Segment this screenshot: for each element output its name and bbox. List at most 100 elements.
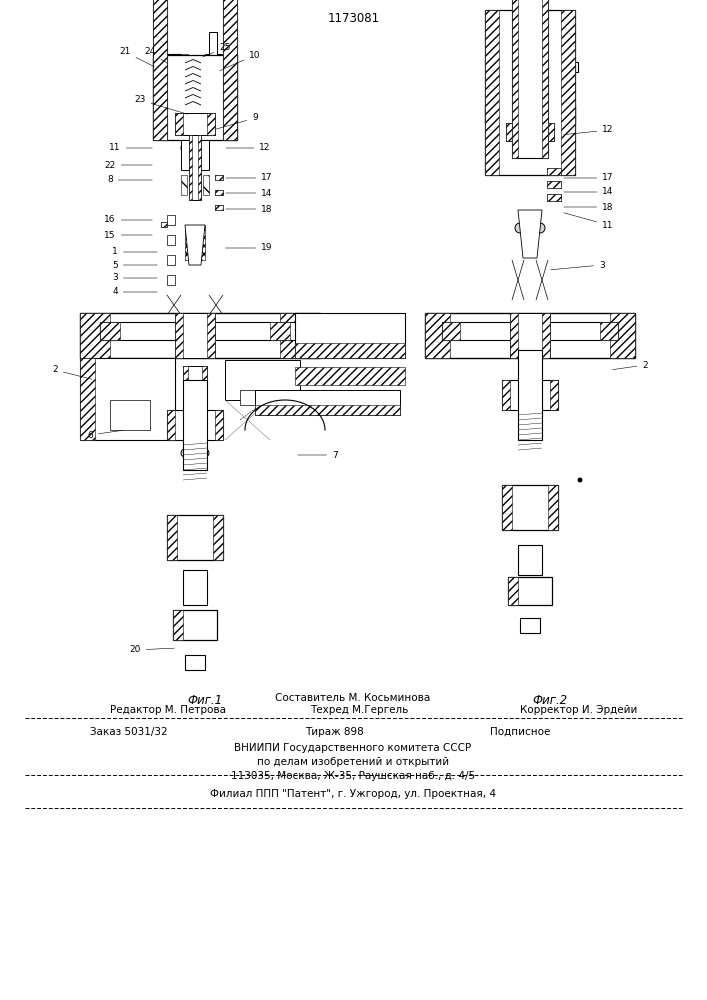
Bar xyxy=(202,366,207,403)
Bar xyxy=(223,0,237,140)
Text: 18: 18 xyxy=(226,205,273,214)
Bar xyxy=(522,390,538,400)
Bar xyxy=(502,380,558,410)
Bar xyxy=(80,313,110,358)
Bar xyxy=(600,322,618,340)
Bar xyxy=(280,313,310,358)
Bar xyxy=(425,313,450,358)
Bar xyxy=(215,205,223,210)
Bar xyxy=(547,181,561,188)
Bar xyxy=(546,123,554,141)
Bar xyxy=(183,366,207,403)
Bar xyxy=(508,87,552,105)
Bar xyxy=(175,313,215,358)
Bar xyxy=(183,570,207,605)
Bar xyxy=(610,313,635,358)
Text: 25: 25 xyxy=(203,43,230,57)
Bar xyxy=(100,322,120,340)
Text: 113035, Москва, Ж-35, Раушская наб., д. 4/5: 113035, Москва, Ж-35, Раушская наб., д. … xyxy=(231,771,475,781)
Bar xyxy=(566,84,574,94)
Bar xyxy=(167,255,175,265)
Bar xyxy=(209,32,217,82)
Text: по делам изобретений и открытий: по делам изобретений и открытий xyxy=(257,757,449,767)
Text: 14: 14 xyxy=(226,188,273,198)
Text: 12: 12 xyxy=(563,125,614,135)
Bar xyxy=(508,577,518,605)
Circle shape xyxy=(197,142,209,154)
Polygon shape xyxy=(508,72,552,90)
Bar xyxy=(100,322,300,340)
Text: Тираж 898: Тираж 898 xyxy=(305,727,363,737)
Text: 10: 10 xyxy=(220,50,261,71)
Bar xyxy=(203,175,209,195)
Bar xyxy=(255,390,400,415)
Bar xyxy=(161,222,167,227)
Bar xyxy=(215,190,223,195)
Bar xyxy=(295,343,405,358)
Bar xyxy=(518,545,542,575)
Bar xyxy=(520,618,540,633)
Bar xyxy=(189,135,201,200)
Bar xyxy=(198,135,201,200)
Bar xyxy=(506,123,554,141)
Bar xyxy=(508,577,552,605)
Bar xyxy=(442,322,460,340)
Circle shape xyxy=(191,449,199,457)
Bar xyxy=(153,54,181,80)
Bar xyxy=(185,655,205,670)
Bar xyxy=(215,410,223,440)
Bar xyxy=(548,485,558,530)
Text: 12: 12 xyxy=(226,143,271,152)
Text: 20: 20 xyxy=(129,646,174,654)
Bar xyxy=(221,54,227,68)
Bar xyxy=(185,225,205,260)
Bar xyxy=(270,322,290,340)
Bar xyxy=(255,405,400,415)
Bar xyxy=(547,194,561,201)
Bar xyxy=(512,0,548,158)
Text: Заказ 5031/32: Заказ 5031/32 xyxy=(90,727,168,737)
Text: 14: 14 xyxy=(563,188,614,196)
Bar xyxy=(80,358,95,440)
Bar xyxy=(502,380,510,410)
Bar xyxy=(215,190,223,195)
Bar xyxy=(542,313,550,358)
Text: 7: 7 xyxy=(298,450,338,460)
Bar xyxy=(173,610,217,640)
Bar xyxy=(175,113,215,135)
Bar xyxy=(207,313,215,358)
Text: 9: 9 xyxy=(216,113,258,129)
Text: 18: 18 xyxy=(563,202,614,212)
Bar xyxy=(561,105,575,123)
Bar xyxy=(542,0,548,158)
Text: 22: 22 xyxy=(105,160,152,169)
Bar xyxy=(518,350,542,440)
Text: 17: 17 xyxy=(226,174,273,182)
Text: 3: 3 xyxy=(112,273,157,282)
Circle shape xyxy=(181,142,193,154)
Bar xyxy=(502,485,558,530)
Bar xyxy=(213,515,223,560)
Bar xyxy=(223,55,237,140)
Bar xyxy=(561,10,575,175)
Text: Составитель М. Косьминова: Составитель М. Косьминова xyxy=(275,693,431,703)
Bar xyxy=(153,0,167,140)
Bar xyxy=(205,54,227,68)
Bar xyxy=(153,55,167,140)
Bar xyxy=(560,62,578,72)
Bar xyxy=(153,54,163,80)
Bar xyxy=(167,410,175,440)
Bar xyxy=(183,380,207,470)
Bar xyxy=(167,275,175,285)
Text: 2: 2 xyxy=(52,365,93,379)
Text: 4: 4 xyxy=(112,288,157,296)
Bar xyxy=(547,194,561,201)
Text: 16: 16 xyxy=(104,216,152,225)
Bar xyxy=(110,400,150,430)
Bar xyxy=(167,515,223,560)
Bar xyxy=(485,105,575,123)
Bar xyxy=(215,205,223,210)
Circle shape xyxy=(578,478,582,482)
Bar xyxy=(485,10,499,175)
Bar xyxy=(175,113,183,135)
